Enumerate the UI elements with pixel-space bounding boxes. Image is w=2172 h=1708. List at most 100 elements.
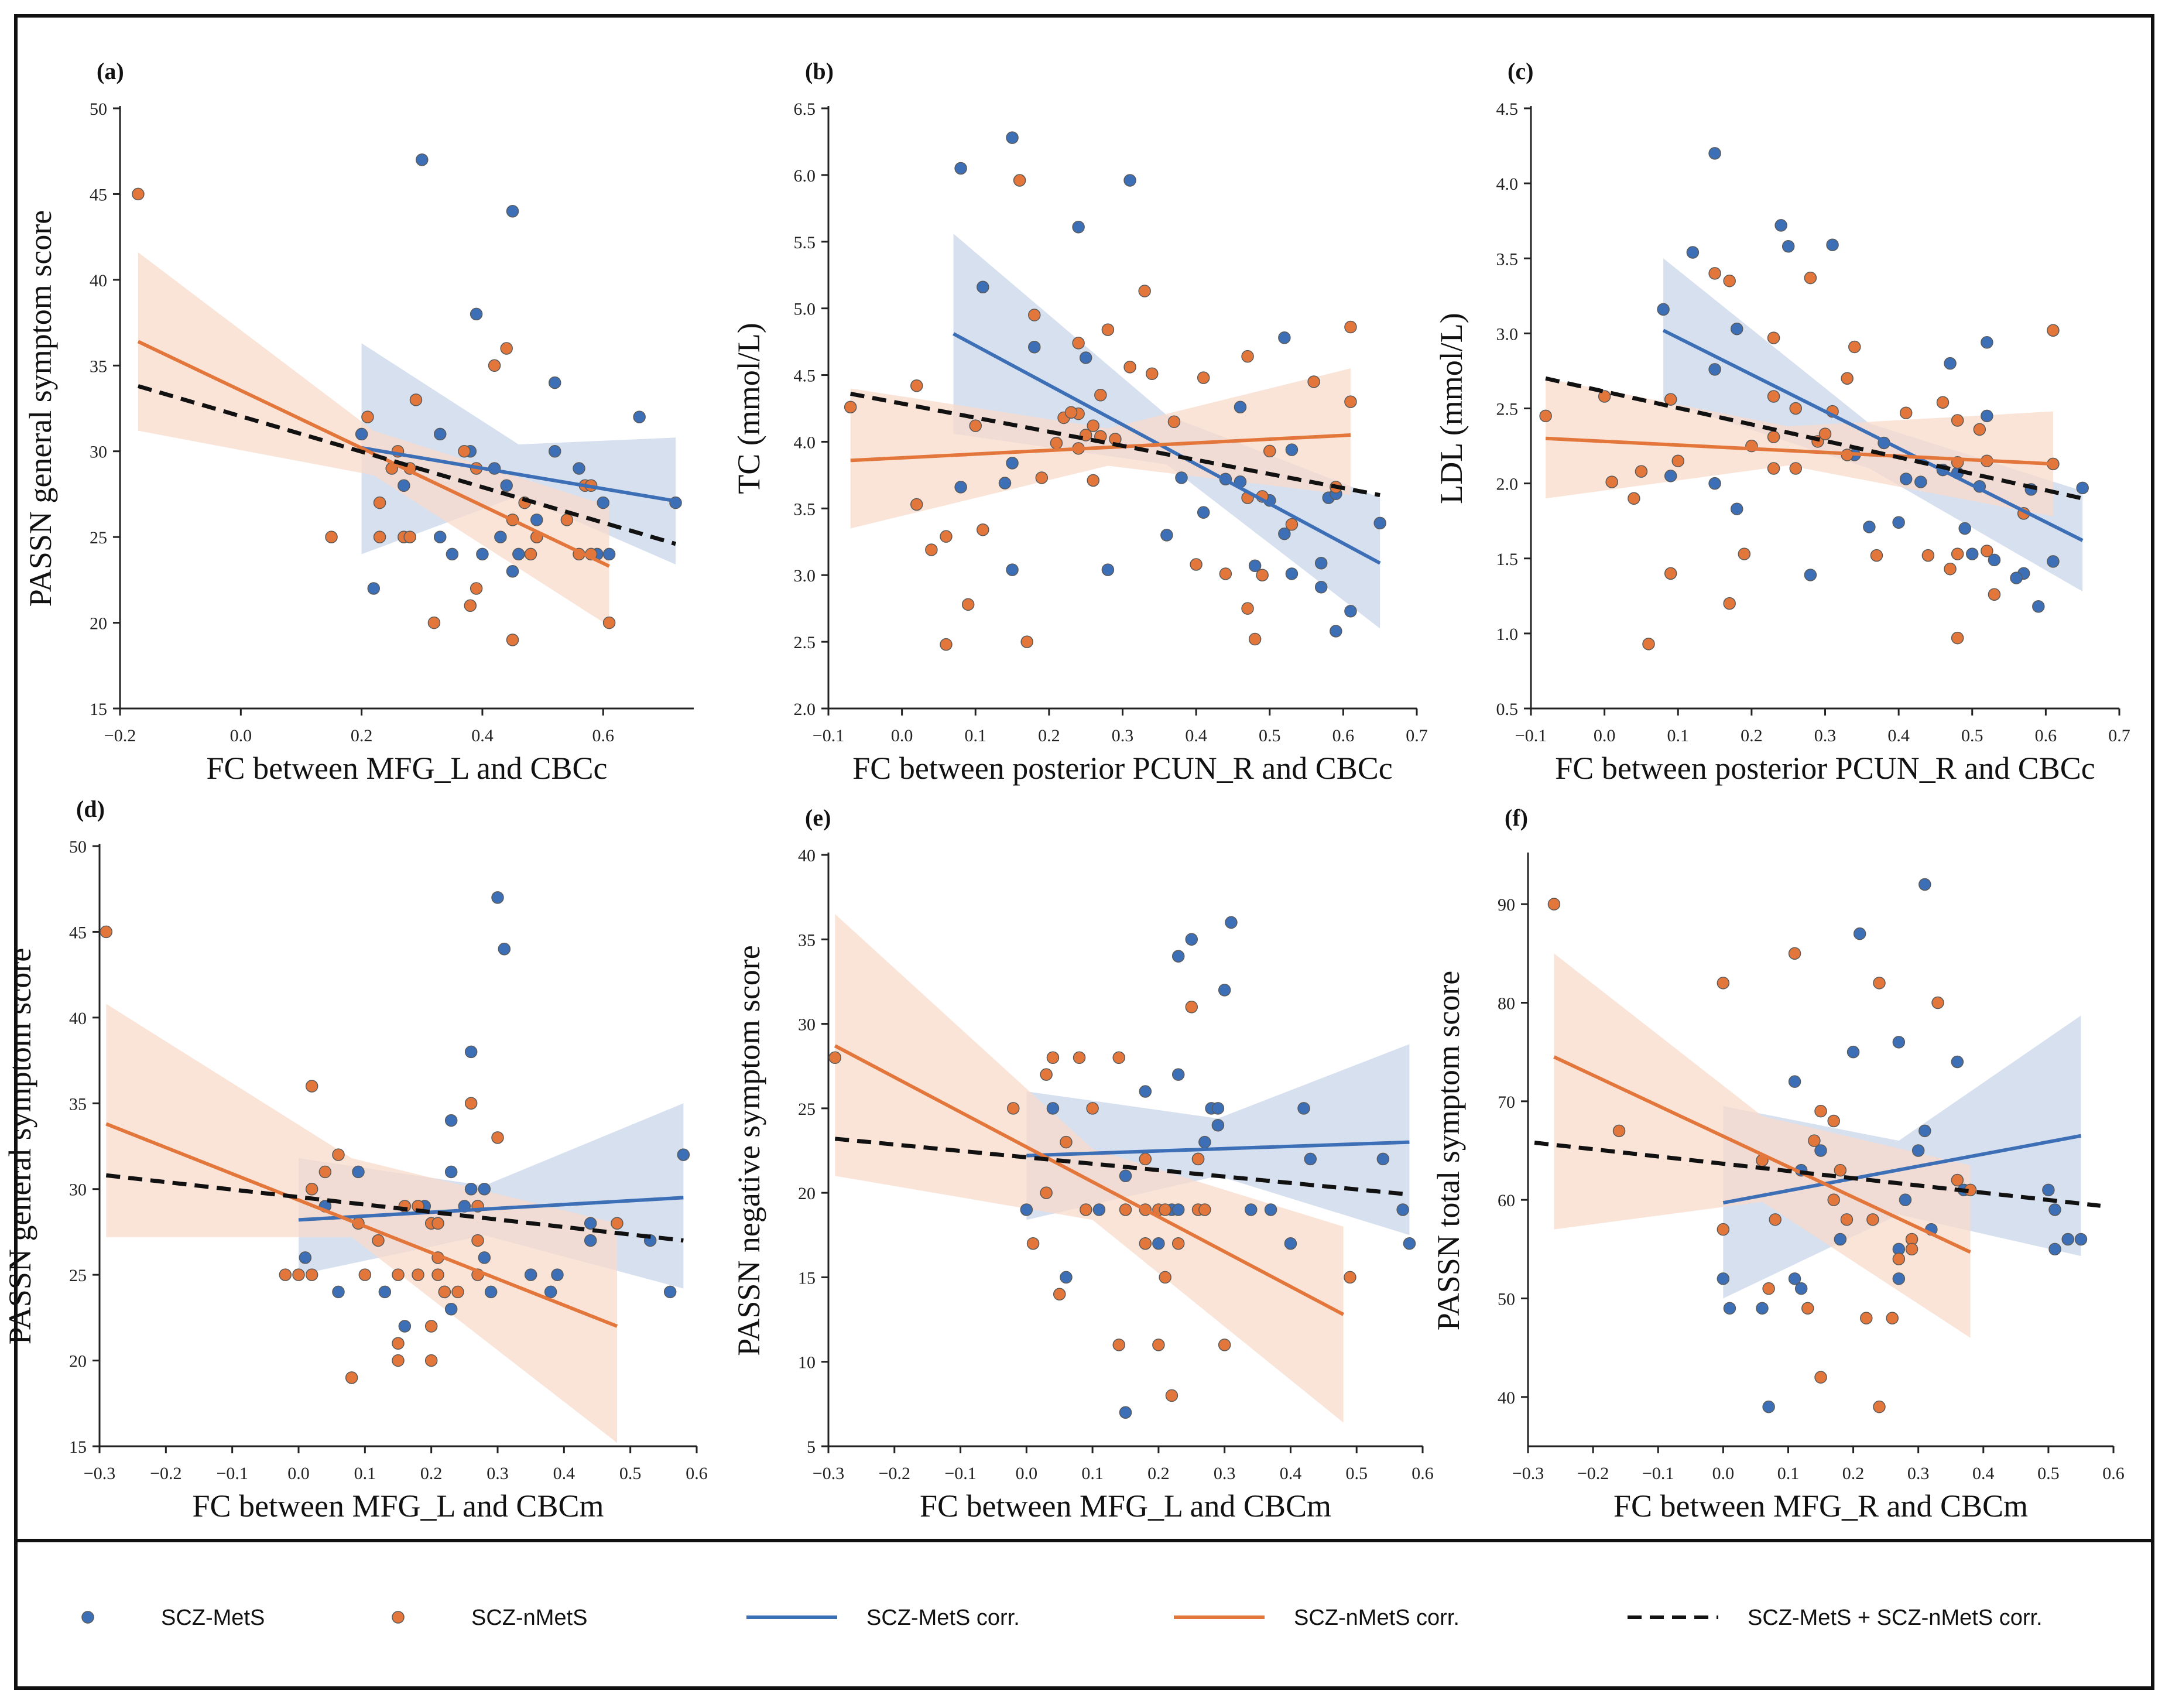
data-point-nmets [1190, 558, 1203, 571]
data-point-mets [1892, 1272, 1906, 1285]
panel-label: (a) [97, 58, 124, 84]
data-point-nmets [373, 496, 386, 509]
data-point-mets [1708, 147, 1721, 160]
y-tick-label: 2.0 [1496, 475, 1519, 494]
data-point-nmets [1053, 1288, 1066, 1301]
data-point-mets [1175, 471, 1188, 484]
data-point-mets [1245, 1203, 1258, 1216]
data-point-mets [1218, 984, 1231, 997]
y-tick-label: 6.0 [794, 166, 816, 186]
data-point-mets [1804, 569, 1817, 581]
data-point-nmets [1767, 331, 1780, 344]
data-point-mets [1794, 1282, 1808, 1295]
data-point-mets [1708, 477, 1721, 490]
data-point-mets [633, 410, 646, 423]
data-point-mets [544, 1285, 557, 1299]
data-point-nmets [392, 1354, 405, 1367]
y-axis-label: PASSN general symptom score [2, 948, 37, 1344]
data-point-nmets [1801, 1302, 1814, 1315]
data-point-mets [1344, 604, 1357, 618]
data-point-mets [1092, 1203, 1106, 1216]
data-point-mets [954, 162, 967, 175]
data-point-mets [464, 1045, 478, 1059]
data-point-mets [1072, 220, 1085, 234]
data-point-nmets [1020, 635, 1033, 648]
x-tick-label: 0.4 [471, 726, 494, 745]
data-point-mets [494, 530, 507, 543]
x-axis-label: FC between posterior PCUN_R and CBCc [1555, 751, 2095, 786]
data-point-nmets [1007, 1102, 1020, 1115]
data-point-mets [1119, 1406, 1132, 1419]
x-tick-label: 0.5 [1961, 726, 1983, 745]
regression-line-mets [1662, 328, 2084, 542]
data-point-nmets [403, 530, 416, 543]
data-point-mets [1285, 567, 1299, 580]
data-point-nmets [464, 599, 477, 612]
data-point-nmets [332, 1148, 345, 1161]
data-point-mets [1304, 1152, 1317, 1166]
data-point-mets [1774, 219, 1787, 232]
data-point-nmets [1159, 1203, 1171, 1216]
y-tick-label: 3.0 [1496, 324, 1519, 344]
data-point-nmets [1905, 1243, 1919, 1256]
y-tick-label: 60 [1498, 1191, 1515, 1210]
legend-label: SCZ-MetS + SCZ-nMetS corr. [1748, 1606, 2043, 1630]
x-tick-label: 0.3 [1814, 726, 1837, 745]
legend-item: SCZ-nMetS corr. [1174, 1606, 1460, 1630]
data-point-mets [1160, 529, 1173, 542]
data-point-nmets [1873, 977, 1886, 990]
data-point-mets [352, 1165, 365, 1179]
data-point-nmets [1936, 396, 1950, 409]
x-tick-label: 0.2 [1038, 726, 1060, 745]
legend-label: SCZ-nMetS corr. [1294, 1606, 1460, 1630]
data-point-mets [1834, 1233, 1847, 1246]
data-point-nmets [1248, 632, 1262, 646]
data-point-nmets [1944, 562, 1957, 576]
data-point-mets [1185, 933, 1198, 946]
data-point-nmets [1840, 1213, 1854, 1226]
data-point-nmets [1841, 372, 1854, 385]
data-point-nmets [1767, 462, 1780, 475]
data-point-mets [484, 1285, 498, 1299]
data-point-nmets [1789, 402, 1802, 415]
data-point-nmets [1086, 1102, 1099, 1115]
data-point-nmets [1921, 549, 1935, 562]
y-tick-label: 45 [90, 185, 107, 204]
legend-label: SCZ-nMetS [471, 1606, 587, 1630]
data-point-mets [2032, 600, 2045, 613]
data-point-mets [1892, 516, 1905, 529]
x-tick-label: 0.4 [1972, 1464, 1995, 1483]
data-point-nmets [1119, 1203, 1132, 1216]
data-point-nmets [1973, 423, 1986, 436]
data-point-nmets [1087, 474, 1099, 487]
data-point-mets [1284, 1237, 1297, 1250]
data-point-nmets [392, 1268, 405, 1281]
chart-panel: −0.3 −0.2 −0.1 0.0 0.1 0.2 0.3 0.4 0.5 0.6 15 20 25 3… [2, 796, 708, 1524]
y-tick-label: 20 [69, 1352, 87, 1371]
legend-label: SCZ-MetS corr. [866, 1606, 1020, 1630]
data-point-nmets [1112, 1051, 1125, 1064]
data-point-mets [1951, 1055, 1964, 1069]
x-tick-label: 0.1 [354, 1464, 376, 1483]
data-point-mets [1717, 1272, 1730, 1285]
data-point-nmets [611, 1217, 623, 1230]
data-point-nmets [325, 530, 338, 543]
x-tick-label: 0.4 [553, 1464, 575, 1483]
data-point-nmets [318, 1165, 332, 1179]
data-point-nmets [464, 1097, 478, 1110]
data-point-nmets [1191, 1152, 1205, 1166]
data-point-mets [500, 479, 513, 492]
data-point-mets [1046, 1102, 1060, 1115]
data-point-mets [548, 444, 561, 458]
data-point-mets [677, 1148, 690, 1161]
data-point-nmets [1344, 320, 1357, 334]
data-point-mets [433, 427, 447, 441]
data-point-mets [1330, 625, 1342, 638]
data-point-mets [378, 1285, 392, 1299]
confidence-band-nmets [1554, 953, 1971, 1338]
data-point-nmets [1738, 547, 1751, 560]
data-point-nmets [1197, 371, 1210, 384]
y-tick-label: 20 [798, 1184, 816, 1203]
data-point-mets [1981, 409, 1993, 423]
legend-divider [14, 1539, 2154, 1542]
